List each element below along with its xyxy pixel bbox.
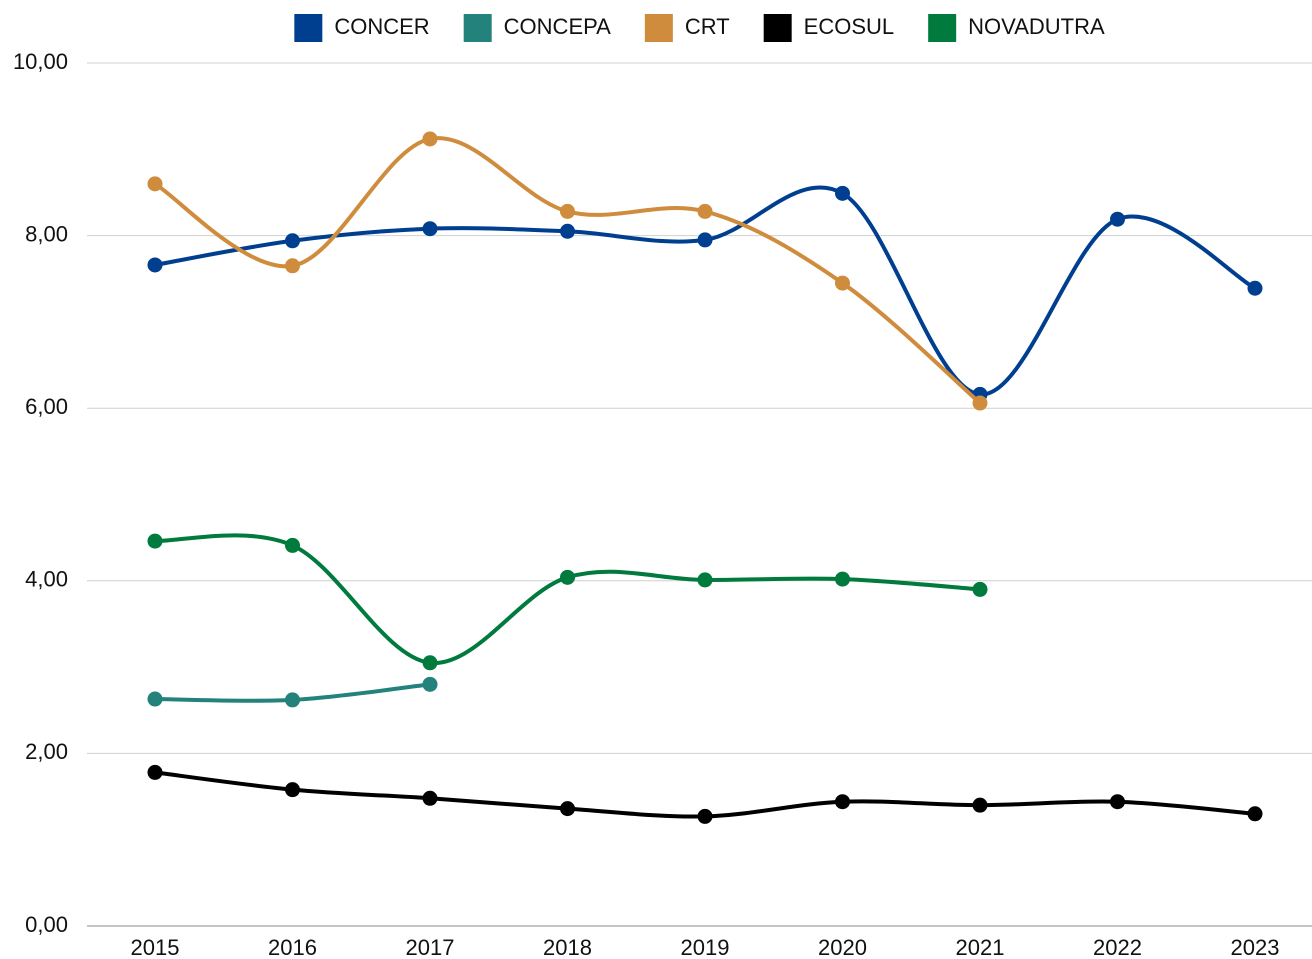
data-point xyxy=(147,691,163,707)
legend-swatch xyxy=(928,14,957,42)
legend-label: CONCER xyxy=(334,14,429,39)
series-line xyxy=(154,533,981,665)
data-point xyxy=(1247,806,1263,822)
x-tick-label: 2020 xyxy=(818,935,867,959)
data-point xyxy=(422,676,438,692)
y-tick-label: 2,00 xyxy=(25,739,68,764)
data-point xyxy=(1110,211,1125,227)
x-tick-label: 2022 xyxy=(1093,935,1142,959)
data-point xyxy=(1247,280,1263,296)
y-tick-label: 8,00 xyxy=(25,221,68,246)
data-point xyxy=(422,655,438,671)
data-point xyxy=(972,797,988,813)
data-point xyxy=(560,569,575,585)
x-tick-label: 2018 xyxy=(543,935,592,959)
data-point xyxy=(697,203,713,219)
data-point xyxy=(560,203,575,219)
y-tick-label: 4,00 xyxy=(25,567,68,592)
y-tick-label: 10,00 xyxy=(13,49,68,74)
data-point xyxy=(1110,794,1125,810)
data-point xyxy=(285,233,300,249)
data-point xyxy=(422,131,438,147)
y-tick-label: 0,00 xyxy=(25,912,68,937)
legend-label: CRT xyxy=(685,14,730,39)
data-point xyxy=(560,223,575,239)
data-point xyxy=(285,692,300,708)
data-point xyxy=(697,808,713,824)
data-point xyxy=(285,537,300,553)
data-point xyxy=(422,221,438,237)
data-point xyxy=(560,801,575,817)
y-tick-label: 6,00 xyxy=(25,394,68,419)
series-line xyxy=(153,136,982,405)
data-point xyxy=(422,790,438,806)
legend-label: NOVADUTRA xyxy=(968,14,1105,39)
data-point xyxy=(835,571,850,587)
data-point xyxy=(147,257,163,273)
data-point xyxy=(285,258,300,274)
data-point xyxy=(972,395,988,411)
data-point xyxy=(697,572,713,588)
data-point xyxy=(972,581,988,597)
data-point xyxy=(835,275,850,291)
data-point xyxy=(697,232,713,248)
data-point xyxy=(835,185,850,201)
legend-label: CONCEPA xyxy=(504,14,611,39)
series-line xyxy=(154,185,1256,397)
legend-swatch xyxy=(763,14,792,42)
data-point xyxy=(147,176,163,192)
x-tick-label: 2016 xyxy=(268,935,317,959)
data-point xyxy=(835,794,850,810)
legend-swatch xyxy=(644,14,673,42)
x-tick-label: 2021 xyxy=(956,935,1005,959)
x-tick-label: 2019 xyxy=(681,935,730,959)
data-point xyxy=(285,782,300,798)
legend-swatch xyxy=(294,14,323,42)
x-tick-label: 2017 xyxy=(406,935,455,959)
x-tick-label: 2023 xyxy=(1231,935,1280,959)
legend-swatch xyxy=(463,14,492,42)
data-point xyxy=(147,764,163,780)
legend-label: ECOSUL xyxy=(804,14,894,39)
x-tick-label: 2015 xyxy=(131,935,180,959)
data-point xyxy=(147,533,163,549)
